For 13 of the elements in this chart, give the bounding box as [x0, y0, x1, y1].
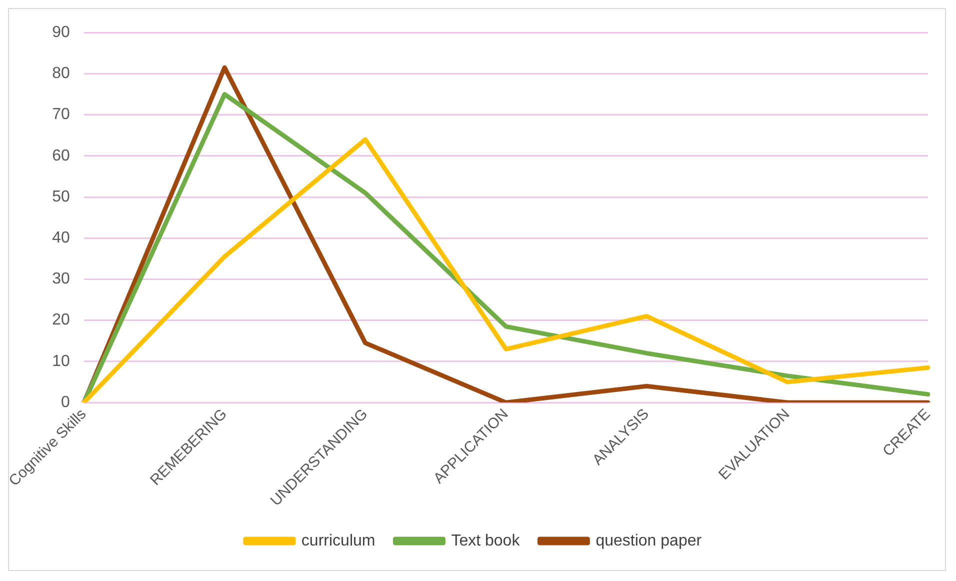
legend-label: Text book	[451, 532, 521, 550]
y-tick-label: 60	[52, 147, 70, 164]
y-tick-label: 30	[52, 270, 70, 288]
y-tick-label: 40	[52, 230, 70, 247]
y-tick-label: 0	[61, 394, 70, 411]
legend-label: curriculum	[301, 532, 376, 550]
y-tick-label: 90	[52, 24, 70, 42]
y-tick-label: 70	[52, 106, 70, 124]
legend-label: question paper	[596, 532, 702, 550]
y-tick-label: 20	[52, 312, 70, 329]
y-tick-label: 50	[52, 188, 70, 206]
y-tick-label: 10	[52, 352, 70, 370]
y-tick-label: 80	[52, 65, 70, 82]
